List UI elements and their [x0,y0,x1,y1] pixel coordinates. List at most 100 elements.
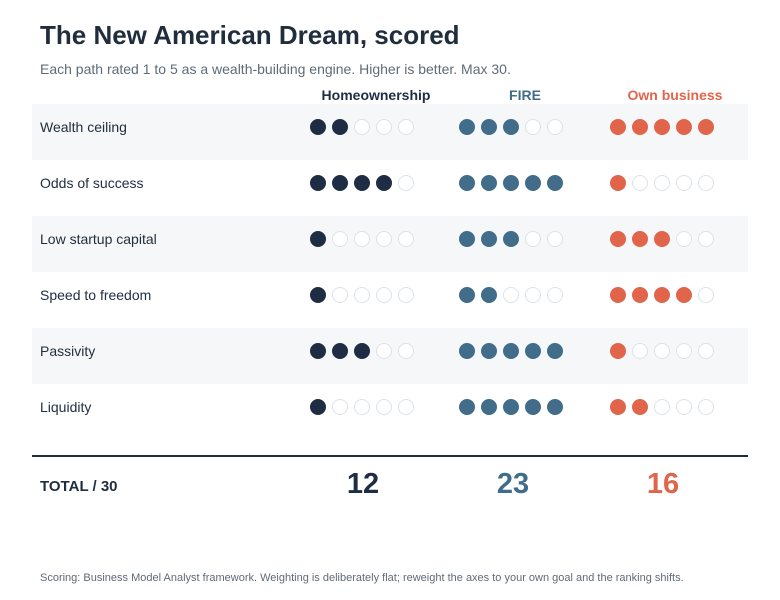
rating-dot-filled [676,119,692,135]
rating-dot-filled [459,175,475,191]
rating-dot-empty [376,287,392,303]
row-label: Wealth ceiling [40,119,127,135]
rating-dot-empty [547,287,563,303]
row-label: Speed to freedom [40,287,152,303]
rating-dot-empty [698,287,714,303]
rating-dot-filled [310,343,326,359]
rating-dot-filled [332,175,348,191]
rating-dot-filled [310,399,326,415]
column-header-own-business: Own business [627,87,723,103]
rating-dot-filled [503,175,519,191]
rating-dot-filled [481,175,497,191]
row-odds-of-success: Odds of success [32,160,748,216]
rating-fire [459,399,563,415]
rating-dot-filled [310,119,326,135]
rating-dot-filled [632,287,648,303]
rating-dot-filled [481,287,497,303]
total-own-business: 16 [646,468,680,500]
rating-dot-empty [654,343,670,359]
rating-fire [459,287,563,303]
rating-dot-filled [310,175,326,191]
rating-dot-empty [632,175,648,191]
rating-dot-filled [503,399,519,415]
rating-fire [459,175,563,191]
rating-homeownership [310,175,414,191]
rating-dot-empty [698,175,714,191]
rating-dot-filled [610,175,626,191]
rating-dot-filled [503,343,519,359]
rating-dot-empty [398,287,414,303]
column-header-fire: FIRE [509,87,541,103]
rating-dot-filled [332,343,348,359]
rating-dot-filled [459,119,475,135]
rating-dot-empty [354,119,370,135]
rating-homeownership [310,399,414,415]
rating-dot-filled [547,175,563,191]
rating-dot-filled [654,231,670,247]
rating-dot-empty [654,175,670,191]
rating-homeownership [310,287,414,303]
footnote: Scoring: Business Model Analyst framewor… [40,572,684,584]
rating-dot-filled [503,231,519,247]
rating-own-business [610,399,714,415]
rating-dot-empty [525,287,541,303]
rating-dot-filled [525,399,541,415]
total-fire: 23 [496,468,530,500]
rating-dot-filled [354,175,370,191]
rating-dot-filled [610,399,626,415]
rating-fire [459,231,563,247]
rating-dot-filled [354,343,370,359]
total-homeownership: 12 [346,468,380,500]
rating-dot-empty [332,399,348,415]
row-low-startup-capital: Low startup capital [32,216,748,272]
rating-dot-empty [698,343,714,359]
rating-dot-filled [610,231,626,247]
rating-dot-empty [398,175,414,191]
rating-own-business [610,231,714,247]
rating-dot-filled [525,343,541,359]
rating-dot-empty [676,231,692,247]
rating-dot-filled [481,231,497,247]
rating-dot-empty [547,231,563,247]
rating-homeownership [310,343,414,359]
rating-homeownership [310,231,414,247]
rating-dot-empty [376,231,392,247]
rating-dot-filled [525,175,541,191]
rating-dot-empty [676,343,692,359]
rating-dot-empty [676,399,692,415]
rating-fire [459,343,563,359]
rating-homeownership [310,119,414,135]
rating-dot-empty [332,287,348,303]
rating-dot-filled [654,287,670,303]
rating-dot-filled [459,399,475,415]
rating-dot-empty [398,343,414,359]
rating-dot-filled [547,399,563,415]
rating-dot-filled [481,119,497,135]
rating-dot-empty [376,119,392,135]
rating-dot-empty [332,231,348,247]
row-label: Passivity [40,343,96,359]
rating-dot-empty [376,399,392,415]
rating-dot-empty [398,399,414,415]
row-liquidity: Liquidity [32,384,748,440]
rating-dot-filled [481,399,497,415]
rating-dot-empty [525,119,541,135]
rating-dot-filled [547,343,563,359]
rating-dot-empty [654,399,670,415]
rating-dot-filled [610,287,626,303]
row-label: Odds of success [40,175,144,191]
rating-dot-filled [610,119,626,135]
rating-dot-empty [354,231,370,247]
rating-dot-filled [332,119,348,135]
rating-dot-filled [676,287,692,303]
rating-dot-filled [310,231,326,247]
row-wealth-ceiling: Wealth ceiling [32,104,748,160]
rating-dot-empty [376,343,392,359]
rating-dot-empty [398,119,414,135]
rating-own-business [610,343,714,359]
rating-dot-filled [654,119,670,135]
rating-fire [459,119,563,135]
rating-own-business [610,119,714,135]
total-label: TOTAL / 30 [40,478,118,495]
rating-dot-filled [632,399,648,415]
